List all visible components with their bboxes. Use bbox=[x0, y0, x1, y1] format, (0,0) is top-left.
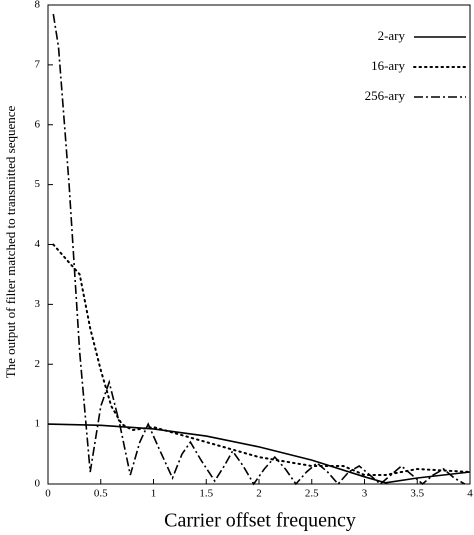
y-tick-label: 2 bbox=[35, 358, 41, 370]
x-tick-label: 1.5 bbox=[199, 488, 213, 500]
legend-label: 256-ary bbox=[365, 88, 406, 103]
y-tick-label: 6 bbox=[35, 118, 41, 130]
series-line bbox=[47, 423, 471, 484]
x-tick-label: 3.5 bbox=[410, 488, 424, 500]
legend-label: 2-ary bbox=[378, 28, 406, 43]
x-tick-label: 4 bbox=[467, 488, 473, 500]
plot-frame bbox=[47, 4, 471, 485]
x-tick-label: 0.5 bbox=[94, 488, 108, 500]
y-tick-label: 0 bbox=[35, 478, 41, 490]
series-line bbox=[52, 243, 471, 476]
y-tick-label: 7 bbox=[35, 58, 41, 70]
y-tick-label: 4 bbox=[35, 238, 41, 250]
y-axis-label: The output of filter matched to transmit… bbox=[3, 106, 18, 379]
x-tick-label: 2.5 bbox=[305, 488, 319, 500]
series-line bbox=[52, 13, 466, 486]
y-tick-label: 1 bbox=[35, 418, 41, 430]
legend-label: 16-ary bbox=[371, 58, 405, 73]
x-tick-label: 0 bbox=[45, 488, 51, 500]
y-tick-label: 5 bbox=[35, 178, 41, 190]
x-tick-label: 1 bbox=[151, 488, 157, 500]
y-tick-label: 3 bbox=[35, 298, 41, 310]
x-tick-label: 3 bbox=[362, 488, 368, 500]
y-tick-label: 8 bbox=[35, 0, 41, 11]
x-tick-label: 2 bbox=[256, 488, 262, 500]
x-axis-label: Carrier offset frequency bbox=[164, 510, 356, 532]
